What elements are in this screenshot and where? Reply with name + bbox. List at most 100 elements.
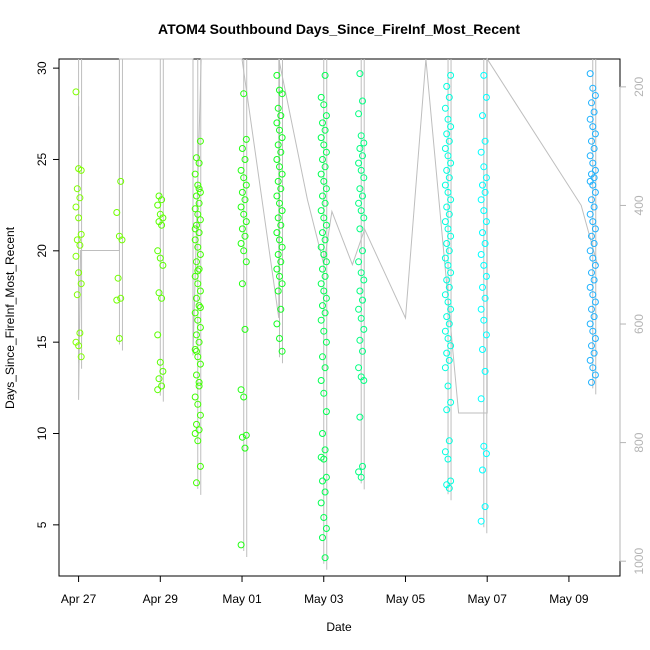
- data-point: [355, 258, 363, 266]
- data-point: [317, 280, 325, 288]
- data-point: [321, 364, 329, 372]
- data-point: [441, 291, 449, 299]
- y2-tick-label: 200: [632, 77, 646, 97]
- data-point: [319, 430, 326, 437]
- data-point: [191, 225, 199, 233]
- data-point: [193, 154, 200, 162]
- data-point: [113, 296, 121, 304]
- data-point: [588, 99, 595, 107]
- data-point: [441, 327, 449, 335]
- data-point: [278, 243, 286, 251]
- data-point: [158, 221, 166, 229]
- data-point: [479, 283, 486, 291]
- data-point: [586, 70, 594, 78]
- data-point: [591, 261, 599, 269]
- data-point: [591, 166, 599, 174]
- data-point: [591, 298, 599, 306]
- data-point: [72, 252, 80, 260]
- data-point: [240, 393, 248, 401]
- data-point: [447, 269, 455, 277]
- y-tick-label: 15: [35, 335, 49, 349]
- data-point: [591, 92, 599, 99]
- data-point: [194, 243, 202, 251]
- data-point: [321, 126, 329, 134]
- data-point: [591, 130, 599, 138]
- data-point: [444, 225, 452, 233]
- chart-title: ATOM4 Southbound Days_Since_FireInf_Most…: [158, 21, 520, 37]
- data-point: [359, 296, 366, 304]
- data-point: [276, 126, 283, 134]
- data-point: [357, 314, 365, 322]
- data-point: [191, 272, 199, 280]
- data-point: [159, 261, 167, 269]
- data-point: [359, 462, 366, 470]
- y-tick-label: 20: [35, 244, 49, 258]
- data-point: [445, 247, 453, 255]
- data-point: [359, 192, 366, 200]
- trace-path: [78, 57, 598, 414]
- data-point: [447, 196, 455, 204]
- data-point: [443, 82, 451, 90]
- data-point: [238, 225, 246, 233]
- data-point: [482, 331, 490, 339]
- data-point: [194, 267, 202, 275]
- data-point: [191, 170, 199, 178]
- data-point: [321, 199, 329, 207]
- x-tick-label: May 03: [304, 592, 344, 606]
- data-point: [158, 294, 166, 302]
- y2-tick-label: 1000: [632, 548, 646, 575]
- data-point: [117, 294, 125, 302]
- data-point: [276, 163, 283, 171]
- data-point: [320, 455, 328, 463]
- data-point: [445, 174, 453, 182]
- data-point: [441, 218, 449, 226]
- data-point: [195, 265, 203, 273]
- data-point: [156, 358, 164, 366]
- data-point: [591, 335, 599, 342]
- data-point: [322, 258, 330, 266]
- data-point: [444, 382, 452, 390]
- data-point: [242, 135, 250, 143]
- data-point: [73, 291, 81, 299]
- data-point: [480, 316, 488, 324]
- data-point: [359, 97, 366, 105]
- data-point: [195, 378, 203, 386]
- data-point: [319, 229, 326, 237]
- data-point: [447, 123, 455, 131]
- data-point: [242, 258, 250, 266]
- data-point: [320, 251, 328, 258]
- data-point: [278, 170, 286, 178]
- data-point: [195, 159, 203, 167]
- data-point: [193, 371, 200, 379]
- data-point: [194, 210, 202, 218]
- y2-tick-label: 600: [632, 314, 646, 334]
- data-point: [588, 378, 595, 386]
- data-point: [447, 71, 455, 79]
- data-point: [355, 199, 363, 207]
- data-point: [355, 159, 363, 167]
- data-point: [278, 90, 286, 98]
- data-point: [477, 395, 485, 403]
- data-point: [277, 112, 285, 120]
- data-point: [77, 280, 85, 288]
- data-point: [273, 156, 281, 163]
- data-point: [441, 104, 449, 112]
- data-point: [240, 247, 248, 255]
- data-point: [273, 265, 281, 273]
- data-point: [589, 364, 597, 372]
- data-point: [360, 139, 368, 147]
- data-point: [276, 199, 283, 207]
- data-point: [444, 152, 452, 160]
- data-point: [482, 174, 490, 182]
- data-point: [278, 134, 286, 142]
- data-point: [274, 214, 282, 222]
- data-point: [194, 280, 202, 288]
- data-point: [322, 473, 330, 481]
- data-point: [447, 159, 455, 167]
- data-point: [191, 393, 199, 401]
- data-point: [589, 181, 597, 189]
- data-point: [321, 163, 329, 171]
- data-point: [360, 214, 368, 222]
- data-point: [479, 466, 486, 474]
- data-point: [591, 225, 599, 233]
